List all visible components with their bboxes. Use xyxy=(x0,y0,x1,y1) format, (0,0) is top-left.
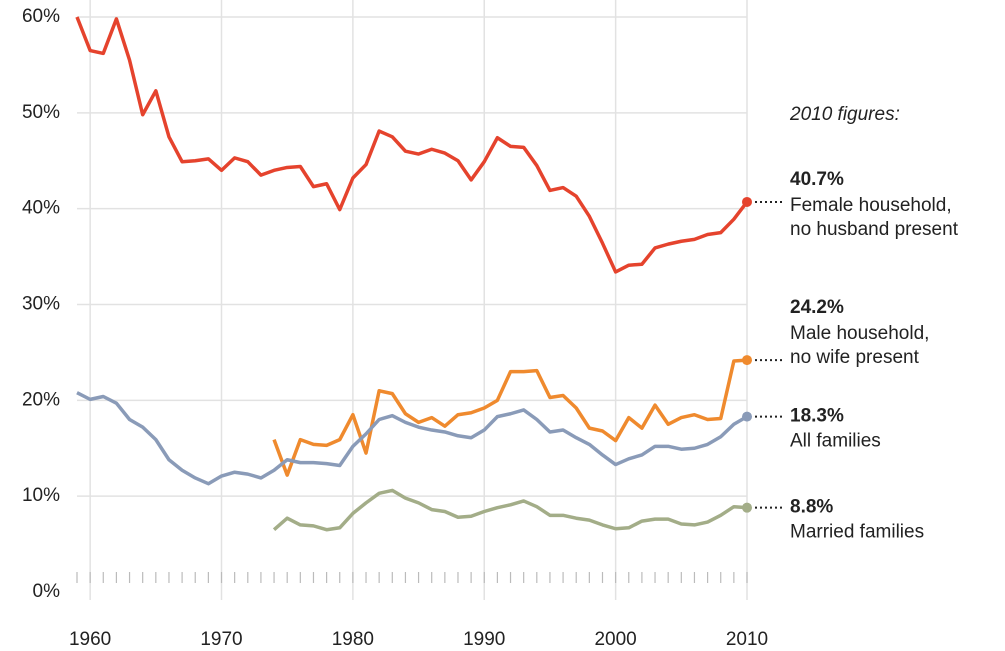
series-line xyxy=(76,391,748,486)
legend-label: Male household, no wife present xyxy=(790,323,929,368)
end-dot xyxy=(742,355,752,366)
legend-label: All families xyxy=(790,431,881,452)
end-dot xyxy=(742,196,752,207)
value-label: 18.3% xyxy=(790,406,844,427)
end-dot xyxy=(742,502,752,513)
y-tick-label: 0% xyxy=(33,581,61,602)
x-tick-label: 1960 xyxy=(69,629,111,650)
value-label: 8.8% xyxy=(790,497,833,518)
y-tick-label: 60% xyxy=(22,6,60,27)
y-tick-label: 40% xyxy=(22,198,60,219)
value-label: 24.2% xyxy=(790,297,844,318)
y-tick-label: 50% xyxy=(22,102,60,123)
value-label: 40.7% xyxy=(790,169,844,190)
x-tick-label: 2010 xyxy=(726,629,768,650)
y-tick-label: 20% xyxy=(22,389,60,410)
end-dot xyxy=(742,411,752,422)
x-tick-label: 1970 xyxy=(200,629,242,650)
x-tick-label: 1990 xyxy=(463,629,505,650)
x-tick-label: 1980 xyxy=(332,629,374,650)
y-tick-label: 30% xyxy=(22,294,60,315)
series-line xyxy=(75,16,749,274)
y-tick-label: 10% xyxy=(22,485,60,506)
legend-label: Married families xyxy=(790,522,924,543)
annotation: 2010 figures: xyxy=(789,104,900,125)
legend-label: Female household, no husband present xyxy=(790,195,959,240)
x-tick-label: 2000 xyxy=(594,629,636,650)
series-line xyxy=(272,358,748,477)
series-line xyxy=(272,488,748,532)
